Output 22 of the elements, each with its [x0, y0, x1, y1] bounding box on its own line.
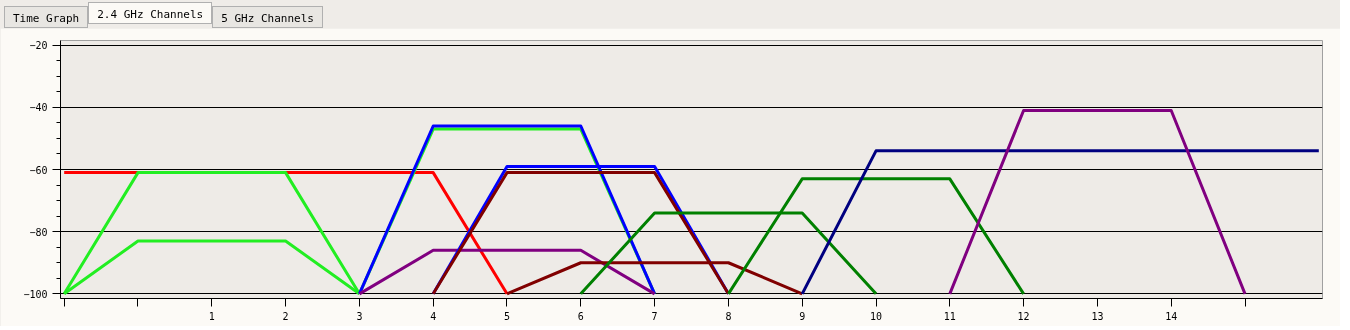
text: Time Graph	[13, 11, 80, 27]
x-tick-label: 10	[869, 310, 883, 322]
x-tick-label: 4	[430, 310, 437, 322]
x-tick-label: 7	[651, 310, 658, 322]
x-tick-label: 9	[799, 310, 806, 322]
x-tick-label: 13	[1091, 310, 1104, 322]
x-tick-label: 1	[208, 310, 215, 322]
y-tick-label: −100	[23, 288, 48, 300]
y-tick-label: −60	[29, 164, 48, 176]
x-tick-label: 12	[1017, 310, 1030, 322]
y-tick-label: −40	[29, 102, 48, 114]
x-tick-label: 3	[356, 310, 363, 322]
x-tick-label: 8	[725, 310, 732, 322]
x-tick-label: 5	[503, 310, 511, 322]
x-tick-label: 14	[1165, 310, 1178, 322]
text: 2.4 GHz Channels	[97, 7, 204, 23]
text: 5 GHz Channels	[221, 11, 314, 27]
y-tick-label: −80	[29, 226, 48, 238]
x-tick-label: 2	[282, 310, 289, 322]
x-tick-label: 11	[943, 310, 956, 322]
y-tick-label: −20	[29, 40, 48, 52]
x-tick-label: 6	[577, 310, 584, 322]
